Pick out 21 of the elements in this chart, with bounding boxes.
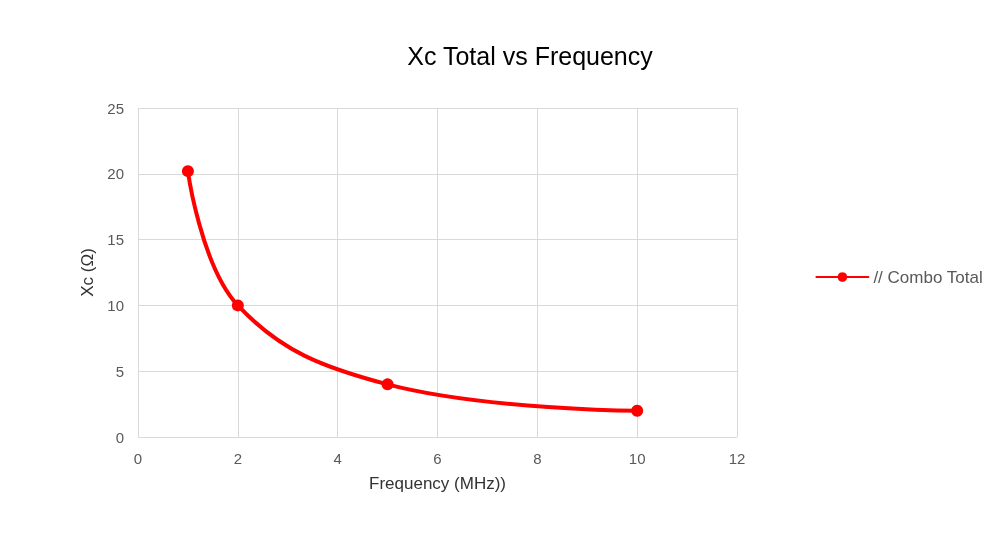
x-tick-label: 0 [133,450,143,467]
x-tick-label: 12 [728,450,746,467]
y-tick-label: 0 [115,428,124,446]
point [231,299,244,312]
chart-title: Xc Total vs Frequency [407,41,654,70]
x-tick-label: 10 [628,450,646,467]
x-tick-label: 2 [233,450,243,467]
y-axis-title: Xc (Ω) [78,248,98,297]
x-axis-title: Frequency (MHz)) [369,474,506,493]
x-tick-label: 4 [333,450,342,467]
point [181,165,194,178]
x-tick-label: 6 [433,450,442,467]
legend-label: // Combo Total [873,267,983,287]
x-tick-label: 8 [533,450,542,467]
point [631,404,644,417]
y-tick-label: 5 [115,362,124,380]
y-tick-label: 20 [107,165,124,183]
y-tick-label: 15 [107,231,124,249]
point [381,378,394,391]
y-tick-label: 10 [107,296,124,314]
y-tick-label: 25 [107,99,124,117]
